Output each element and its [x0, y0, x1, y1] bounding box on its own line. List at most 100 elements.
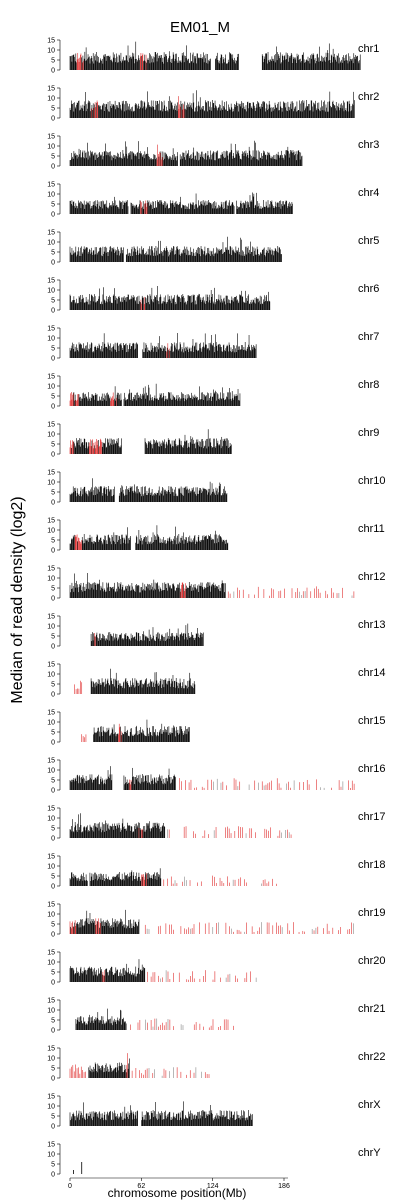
- y-tick-label: 5: [51, 730, 55, 737]
- chromosome-label: chr17: [358, 811, 386, 823]
- y-tick-label: 5: [51, 778, 55, 785]
- y-axis-chr1: 0 5 10 15: [47, 38, 61, 75]
- y-tick-label: 5: [51, 298, 55, 305]
- y-axis-chr15: 0 5 10 15: [47, 710, 61, 747]
- y-tick-label: 10: [47, 576, 55, 583]
- y-axis-chr8: 0 5 10 15: [47, 374, 61, 411]
- y-tick-label: 0: [51, 308, 55, 315]
- y-tick-label: 15: [47, 662, 55, 669]
- y-tick-label: 0: [51, 692, 55, 699]
- y-tick-label: 15: [47, 806, 55, 813]
- y-tick-label: 10: [47, 192, 55, 199]
- y-tick-label: 15: [47, 710, 55, 717]
- y-tick-label: 5: [51, 490, 55, 497]
- y-axis-chr11: 0 5 10 15: [47, 518, 61, 555]
- y-tick-label: 0: [51, 836, 55, 843]
- y-axis-chr12: 0 5 10 15: [47, 566, 61, 603]
- y-tick-label: 10: [47, 336, 55, 343]
- y-tick-label: 5: [51, 394, 55, 401]
- density-bars-chr7: [69, 333, 257, 358]
- y-tick-label: 0: [51, 500, 55, 507]
- density-bars-chr11: [69, 525, 229, 550]
- density-bars-chr2: [69, 90, 355, 118]
- y-tick-label: 0: [51, 356, 55, 363]
- y-tick-label: 0: [51, 116, 55, 123]
- chromosome-label: chr18: [358, 859, 386, 871]
- y-tick-label: 0: [51, 884, 55, 891]
- panel-chr16: 0 5 10 15 chr16: [47, 758, 385, 795]
- y-axis-label: Median of read density (log2): [9, 496, 26, 703]
- y-tick-label: 15: [47, 326, 55, 333]
- y-tick-label: 0: [51, 596, 55, 603]
- y-tick-label: 10: [47, 912, 55, 919]
- y-tick-label: 5: [51, 250, 55, 257]
- panel-chr6: 0 5 10 15 chr6: [47, 278, 379, 315]
- chromosome-label: chr11: [358, 523, 385, 535]
- chromosome-label: chr16: [358, 763, 386, 775]
- density-bars-chr9: [69, 429, 232, 454]
- y-tick-label: 10: [47, 720, 55, 727]
- density-bars-chr6: [69, 285, 271, 310]
- panel-chr15: 0 5 10 15 chr15: [47, 710, 385, 747]
- y-axis-chr16: 0 5 10 15: [47, 758, 61, 795]
- y-tick-label: 5: [51, 874, 55, 881]
- y-axis-chr9: 0 5 10 15: [47, 422, 61, 459]
- y-tick-label: 15: [47, 566, 55, 573]
- y-tick-label: 0: [51, 644, 55, 651]
- y-axis-chr3: 0 5 10 15: [47, 134, 61, 171]
- chromosome-label: chr3: [358, 139, 379, 151]
- panel-chr4: 0 5 10 15 chr4: [47, 182, 379, 219]
- y-tick-label: 5: [51, 346, 55, 353]
- y-axis-chr14: 0 5 10 15: [47, 662, 61, 699]
- y-tick-label: 0: [51, 260, 55, 267]
- chromosome-label: chr12: [358, 571, 386, 583]
- chromosome-label: chr10: [358, 475, 386, 487]
- density-bars-chr18: [69, 868, 277, 886]
- density-bars-chr13: [90, 623, 204, 646]
- y-tick-label: 10: [47, 48, 55, 55]
- y-axis-chr7: 0 5 10 15: [47, 326, 61, 363]
- y-tick-label: 15: [47, 230, 55, 237]
- y-tick-label: 15: [47, 38, 55, 45]
- panel-chr17: 0 5 10 15 chr17: [47, 806, 385, 843]
- panel-chr7: 0 5 10 15 chr7: [47, 326, 379, 363]
- y-tick-label: 0: [51, 68, 55, 75]
- panel-chr8: 0 5 10 15 chr8: [47, 374, 379, 411]
- y-tick-label: 5: [51, 538, 55, 545]
- y-tick-label: 10: [47, 864, 55, 871]
- density-bars-chr12: [69, 572, 355, 598]
- y-tick-label: 5: [51, 154, 55, 161]
- y-tick-label: 10: [47, 624, 55, 631]
- density-bars-chr4: [69, 192, 293, 214]
- density-bars-chr3: [69, 140, 303, 166]
- y-tick-label: 15: [47, 614, 55, 621]
- y-axis-chr13: 0 5 10 15: [47, 614, 61, 651]
- y-tick-label: 15: [47, 470, 55, 477]
- y-tick-label: 10: [47, 432, 55, 439]
- chromosome-label: chr5: [358, 235, 379, 247]
- y-tick-label: 5: [51, 682, 55, 689]
- density-bars-chr5: [69, 236, 282, 262]
- y-axis-chr10: 0 5 10 15: [47, 470, 61, 507]
- y-tick-label: 0: [51, 932, 55, 939]
- y-tick-label: 15: [47, 374, 55, 381]
- y-tick-label: 5: [51, 634, 55, 641]
- y-axis-chr4: 0 5 10 15: [47, 182, 61, 219]
- chromosome-label: chr4: [358, 187, 379, 199]
- density-bars-chr16: [69, 766, 355, 790]
- y-tick-label: 5: [51, 922, 55, 929]
- y-tick-label: 5: [51, 106, 55, 113]
- panel-chr1: 0 5 10 15 chr1: [47, 38, 379, 75]
- chromosome-label: chr8: [358, 379, 379, 391]
- chromosome-label: chr13: [358, 619, 386, 631]
- chromosome-panels: 051015chr1051015chr2051015chr3051015chr4…: [47, 38, 385, 1179]
- y-tick-label: 15: [47, 182, 55, 189]
- chromosome-label: chr7: [358, 331, 379, 343]
- density-bars-chr15: [81, 719, 190, 742]
- y-tick-label: 0: [51, 788, 55, 795]
- chart-title: EM01_M: [170, 19, 230, 36]
- chromosome-label: chr15: [358, 715, 386, 727]
- y-tick-label: 15: [47, 134, 55, 141]
